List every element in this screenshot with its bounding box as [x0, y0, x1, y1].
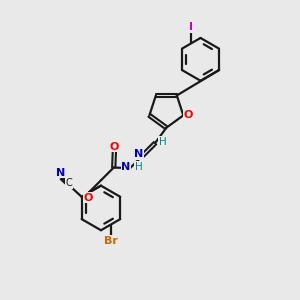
- Text: O: O: [110, 142, 119, 152]
- Text: H: H: [134, 162, 142, 172]
- Text: O: O: [83, 193, 93, 202]
- Text: C: C: [66, 178, 73, 188]
- Text: Br: Br: [104, 236, 118, 246]
- Text: N: N: [121, 162, 130, 172]
- Text: O: O: [183, 110, 193, 120]
- Text: H: H: [159, 137, 167, 147]
- Text: N: N: [56, 168, 65, 178]
- Text: I: I: [189, 22, 193, 32]
- Text: N: N: [134, 149, 143, 160]
